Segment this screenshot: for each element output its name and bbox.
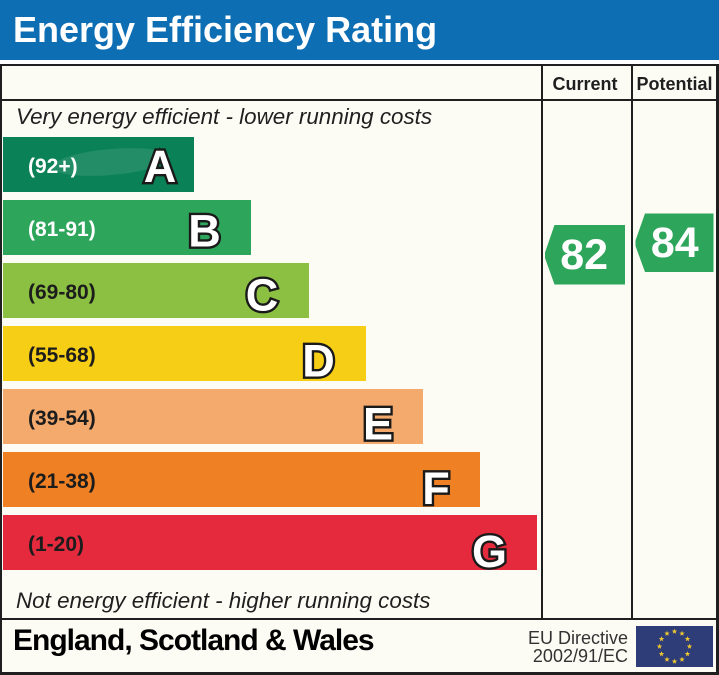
svg-text:F: F: [422, 463, 450, 514]
svg-text:C: C: [246, 270, 279, 321]
svg-text:82: 82: [560, 231, 608, 279]
svg-text:E: E: [363, 399, 393, 450]
svg-text:B: B: [188, 206, 221, 257]
svg-text:G: G: [472, 526, 507, 577]
svg-text:A: A: [144, 141, 177, 192]
svg-text:84: 84: [651, 219, 699, 267]
svg-text:D: D: [302, 336, 335, 387]
